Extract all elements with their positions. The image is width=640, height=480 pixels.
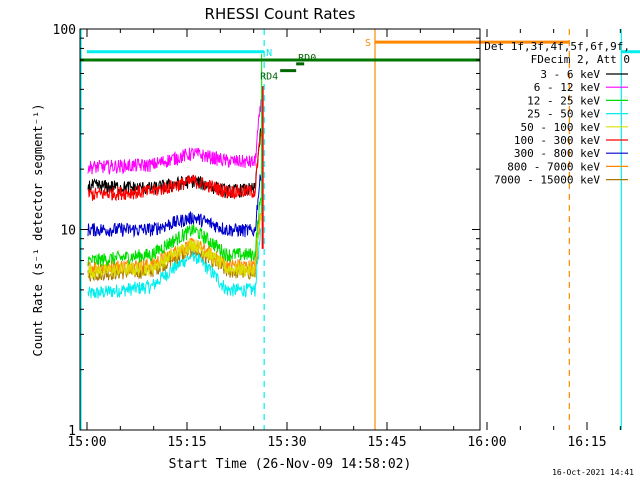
- series-line-6: [87, 174, 262, 238]
- x-tick-label: 16:00: [467, 435, 506, 450]
- chart-title: RHESSI Count Rates: [205, 5, 356, 23]
- legend-header-line-1: Det 1f,3f,4f,5f,6f,9f,: [484, 40, 630, 53]
- legend-label-8: 7000 - 15000 keV: [494, 174, 600, 187]
- y-axis-label: Count Rate (s⁻¹ detector segment⁻¹): [31, 104, 45, 357]
- legend-label-1: 6 - 12 keV: [534, 81, 601, 94]
- legend-label-5: 100 - 300 keV: [514, 134, 600, 147]
- data-layer: NNRD4RD0S: [80, 29, 640, 430]
- legend-label-3: 25 - 50 keV: [527, 108, 600, 121]
- legend: Det 1f,3f,4f,5f,6f,9f, FDecim 2, Att 0 3…: [484, 40, 630, 187]
- x-axis-label: Start Time (26-Nov-09 14:58:02): [169, 457, 412, 472]
- x-tick-label: 16:15: [567, 435, 606, 450]
- y-tick-label: 1: [68, 424, 76, 439]
- legend-label-7: 800 - 7000 keV: [507, 160, 600, 173]
- series-line-4: [87, 214, 262, 280]
- flag-label-4: S: [365, 38, 371, 49]
- legend-label-4: 50 - 100 keV: [521, 121, 601, 134]
- x-tick-label: 15:00: [67, 435, 106, 450]
- legend-label-2: 12 - 25 keV: [527, 94, 600, 107]
- series-line-1: [87, 99, 262, 176]
- x-tick-label: 15:45: [367, 435, 406, 450]
- series-line-5: [87, 131, 262, 202]
- plot-frame: [79, 28, 481, 431]
- series-line-2: [87, 197, 262, 267]
- legend-label-6: 300 - 800 keV: [514, 147, 600, 160]
- x-tick-label: 15:15: [167, 435, 206, 450]
- flag-label-2: RD4: [260, 72, 278, 83]
- x-tick-label: 15:30: [267, 435, 306, 450]
- legend-header-line-2: FDecim 2, Att 0: [531, 53, 630, 66]
- y-tick-label: 100: [53, 23, 76, 38]
- footer-date: 16-Oct-2021 14:41: [552, 468, 634, 477]
- flag-label-3: RD0: [298, 53, 316, 64]
- legend-label-0: 3 - 6 keV: [540, 68, 600, 81]
- flag-label-0: N: [266, 48, 272, 59]
- y-tick-label: 10: [60, 224, 76, 239]
- axes-layer: 15:0015:1515:3015:4516:0016:1516:3011010…: [53, 23, 621, 450]
